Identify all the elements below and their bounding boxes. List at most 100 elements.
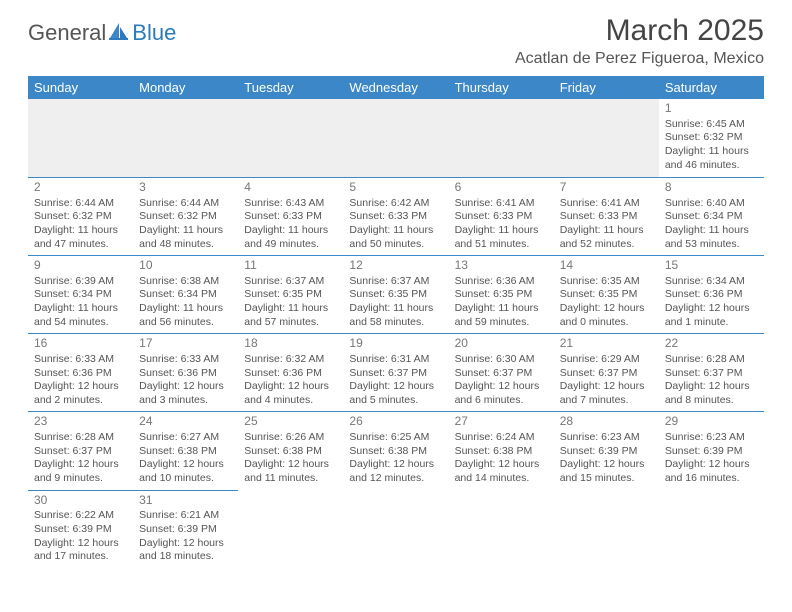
- sunrise-line: Sunrise: 6:33 AM: [139, 353, 232, 367]
- day-number: 24: [139, 414, 232, 430]
- sunset-line: Sunset: 6:34 PM: [665, 210, 758, 224]
- day-number: 10: [139, 258, 232, 274]
- weekday-header: Tuesday: [238, 76, 343, 99]
- sunset-line: Sunset: 6:34 PM: [139, 288, 232, 302]
- calendar-cell: [343, 99, 448, 177]
- sunrise-line: Sunrise: 6:35 AM: [560, 275, 653, 289]
- sunrise-line: Sunrise: 6:42 AM: [349, 197, 442, 211]
- daylight-line: Daylight: 12 hours and 2 minutes.: [34, 380, 127, 407]
- day-number: 21: [560, 336, 653, 352]
- sunrise-line: Sunrise: 6:26 AM: [244, 431, 337, 445]
- calendar-cell: [449, 490, 554, 568]
- sunset-line: Sunset: 6:35 PM: [560, 288, 653, 302]
- daylight-line: Daylight: 11 hours and 56 minutes.: [139, 302, 232, 329]
- calendar-week-row: 9Sunrise: 6:39 AMSunset: 6:34 PMDaylight…: [28, 255, 764, 333]
- calendar-week-row: 16Sunrise: 6:33 AMSunset: 6:36 PMDayligh…: [28, 333, 764, 411]
- daylight-line: Daylight: 11 hours and 54 minutes.: [34, 302, 127, 329]
- sunset-line: Sunset: 6:35 PM: [455, 288, 548, 302]
- daylight-line: Daylight: 12 hours and 7 minutes.: [560, 380, 653, 407]
- daylight-line: Daylight: 11 hours and 51 minutes.: [455, 224, 548, 251]
- day-number: 29: [665, 414, 758, 430]
- sunset-line: Sunset: 6:36 PM: [34, 367, 127, 381]
- sunset-line: Sunset: 6:32 PM: [34, 210, 127, 224]
- sunset-line: Sunset: 6:33 PM: [455, 210, 548, 224]
- logo: General Blue: [28, 20, 176, 46]
- calendar-cell: [28, 99, 133, 177]
- calendar-cell: 17Sunrise: 6:33 AMSunset: 6:36 PMDayligh…: [133, 333, 238, 411]
- sunrise-line: Sunrise: 6:38 AM: [139, 275, 232, 289]
- daylight-line: Daylight: 12 hours and 11 minutes.: [244, 458, 337, 485]
- sunset-line: Sunset: 6:38 PM: [455, 445, 548, 459]
- sunrise-line: Sunrise: 6:22 AM: [34, 509, 127, 523]
- daylight-line: Daylight: 12 hours and 1 minute.: [665, 302, 758, 329]
- calendar-cell: 12Sunrise: 6:37 AMSunset: 6:35 PMDayligh…: [343, 255, 448, 333]
- calendar-cell: [238, 490, 343, 568]
- sunrise-line: Sunrise: 6:28 AM: [34, 431, 127, 445]
- calendar-cell: 19Sunrise: 6:31 AMSunset: 6:37 PMDayligh…: [343, 333, 448, 411]
- sunset-line: Sunset: 6:33 PM: [244, 210, 337, 224]
- calendar-cell: 10Sunrise: 6:38 AMSunset: 6:34 PMDayligh…: [133, 255, 238, 333]
- sunrise-line: Sunrise: 6:31 AM: [349, 353, 442, 367]
- daylight-line: Daylight: 12 hours and 18 minutes.: [139, 537, 232, 564]
- day-number: 17: [139, 336, 232, 352]
- weekday-header: Sunday: [28, 76, 133, 99]
- daylight-line: Daylight: 12 hours and 8 minutes.: [665, 380, 758, 407]
- sunset-line: Sunset: 6:36 PM: [665, 288, 758, 302]
- sunrise-line: Sunrise: 6:25 AM: [349, 431, 442, 445]
- sunrise-line: Sunrise: 6:34 AM: [665, 275, 758, 289]
- calendar-cell: 9Sunrise: 6:39 AMSunset: 6:34 PMDaylight…: [28, 255, 133, 333]
- calendar-table: Sunday Monday Tuesday Wednesday Thursday…: [28, 76, 764, 568]
- sunset-line: Sunset: 6:37 PM: [455, 367, 548, 381]
- day-number: 20: [455, 336, 548, 352]
- calendar-cell: 3Sunrise: 6:44 AMSunset: 6:32 PMDaylight…: [133, 177, 238, 255]
- calendar-week-row: 1Sunrise: 6:45 AMSunset: 6:32 PMDaylight…: [28, 99, 764, 177]
- sunset-line: Sunset: 6:34 PM: [34, 288, 127, 302]
- calendar-cell: 15Sunrise: 6:34 AMSunset: 6:36 PMDayligh…: [659, 255, 764, 333]
- day-number: 22: [665, 336, 758, 352]
- location-subtitle: Acatlan de Perez Figueroa, Mexico: [515, 50, 764, 68]
- weekday-header: Wednesday: [343, 76, 448, 99]
- daylight-line: Daylight: 12 hours and 0 minutes.: [560, 302, 653, 329]
- day-number: 25: [244, 414, 337, 430]
- sunrise-line: Sunrise: 6:23 AM: [560, 431, 653, 445]
- sunrise-line: Sunrise: 6:39 AM: [34, 275, 127, 289]
- calendar-cell: [554, 99, 659, 177]
- sunrise-line: Sunrise: 6:23 AM: [665, 431, 758, 445]
- sunrise-line: Sunrise: 6:33 AM: [34, 353, 127, 367]
- sunrise-line: Sunrise: 6:27 AM: [139, 431, 232, 445]
- sunset-line: Sunset: 6:37 PM: [349, 367, 442, 381]
- sunrise-line: Sunrise: 6:45 AM: [665, 118, 758, 132]
- day-number: 4: [244, 180, 337, 196]
- day-number: 14: [560, 258, 653, 274]
- day-number: 23: [34, 414, 127, 430]
- sunset-line: Sunset: 6:37 PM: [665, 367, 758, 381]
- calendar-cell: 18Sunrise: 6:32 AMSunset: 6:36 PMDayligh…: [238, 333, 343, 411]
- calendar-cell: 20Sunrise: 6:30 AMSunset: 6:37 PMDayligh…: [449, 333, 554, 411]
- calendar-cell: 31Sunrise: 6:21 AMSunset: 6:39 PMDayligh…: [133, 490, 238, 568]
- calendar-week-row: 23Sunrise: 6:28 AMSunset: 6:37 PMDayligh…: [28, 411, 764, 489]
- daylight-line: Daylight: 12 hours and 6 minutes.: [455, 380, 548, 407]
- daylight-line: Daylight: 11 hours and 58 minutes.: [349, 302, 442, 329]
- calendar-cell: 5Sunrise: 6:42 AMSunset: 6:33 PMDaylight…: [343, 177, 448, 255]
- day-number: 28: [560, 414, 653, 430]
- sunset-line: Sunset: 6:33 PM: [560, 210, 653, 224]
- sunrise-line: Sunrise: 6:41 AM: [560, 197, 653, 211]
- sunset-line: Sunset: 6:39 PM: [34, 523, 127, 537]
- calendar-cell: 23Sunrise: 6:28 AMSunset: 6:37 PMDayligh…: [28, 411, 133, 489]
- weekday-header: Monday: [133, 76, 238, 99]
- daylight-line: Daylight: 11 hours and 50 minutes.: [349, 224, 442, 251]
- sunrise-line: Sunrise: 6:41 AM: [455, 197, 548, 211]
- calendar-cell: [238, 99, 343, 177]
- day-number: 6: [455, 180, 548, 196]
- calendar-cell: 4Sunrise: 6:43 AMSunset: 6:33 PMDaylight…: [238, 177, 343, 255]
- calendar-cell: 13Sunrise: 6:36 AMSunset: 6:35 PMDayligh…: [449, 255, 554, 333]
- weekday-header: Friday: [554, 76, 659, 99]
- daylight-line: Daylight: 12 hours and 9 minutes.: [34, 458, 127, 485]
- sunrise-line: Sunrise: 6:28 AM: [665, 353, 758, 367]
- daylight-line: Daylight: 11 hours and 49 minutes.: [244, 224, 337, 251]
- day-number: 27: [455, 414, 548, 430]
- calendar-cell: [133, 99, 238, 177]
- day-number: 12: [349, 258, 442, 274]
- sunrise-line: Sunrise: 6:37 AM: [244, 275, 337, 289]
- sunset-line: Sunset: 6:36 PM: [139, 367, 232, 381]
